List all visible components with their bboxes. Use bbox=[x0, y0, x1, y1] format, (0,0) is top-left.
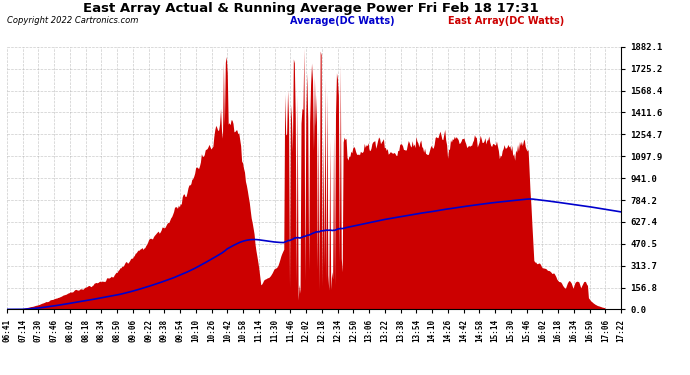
Text: Average(DC Watts): Average(DC Watts) bbox=[290, 16, 395, 26]
Text: East Array(DC Watts): East Array(DC Watts) bbox=[448, 16, 564, 26]
Text: East Array Actual & Running Average Power Fri Feb 18 17:31: East Array Actual & Running Average Powe… bbox=[83, 2, 538, 15]
Text: Copyright 2022 Cartronics.com: Copyright 2022 Cartronics.com bbox=[7, 16, 138, 25]
